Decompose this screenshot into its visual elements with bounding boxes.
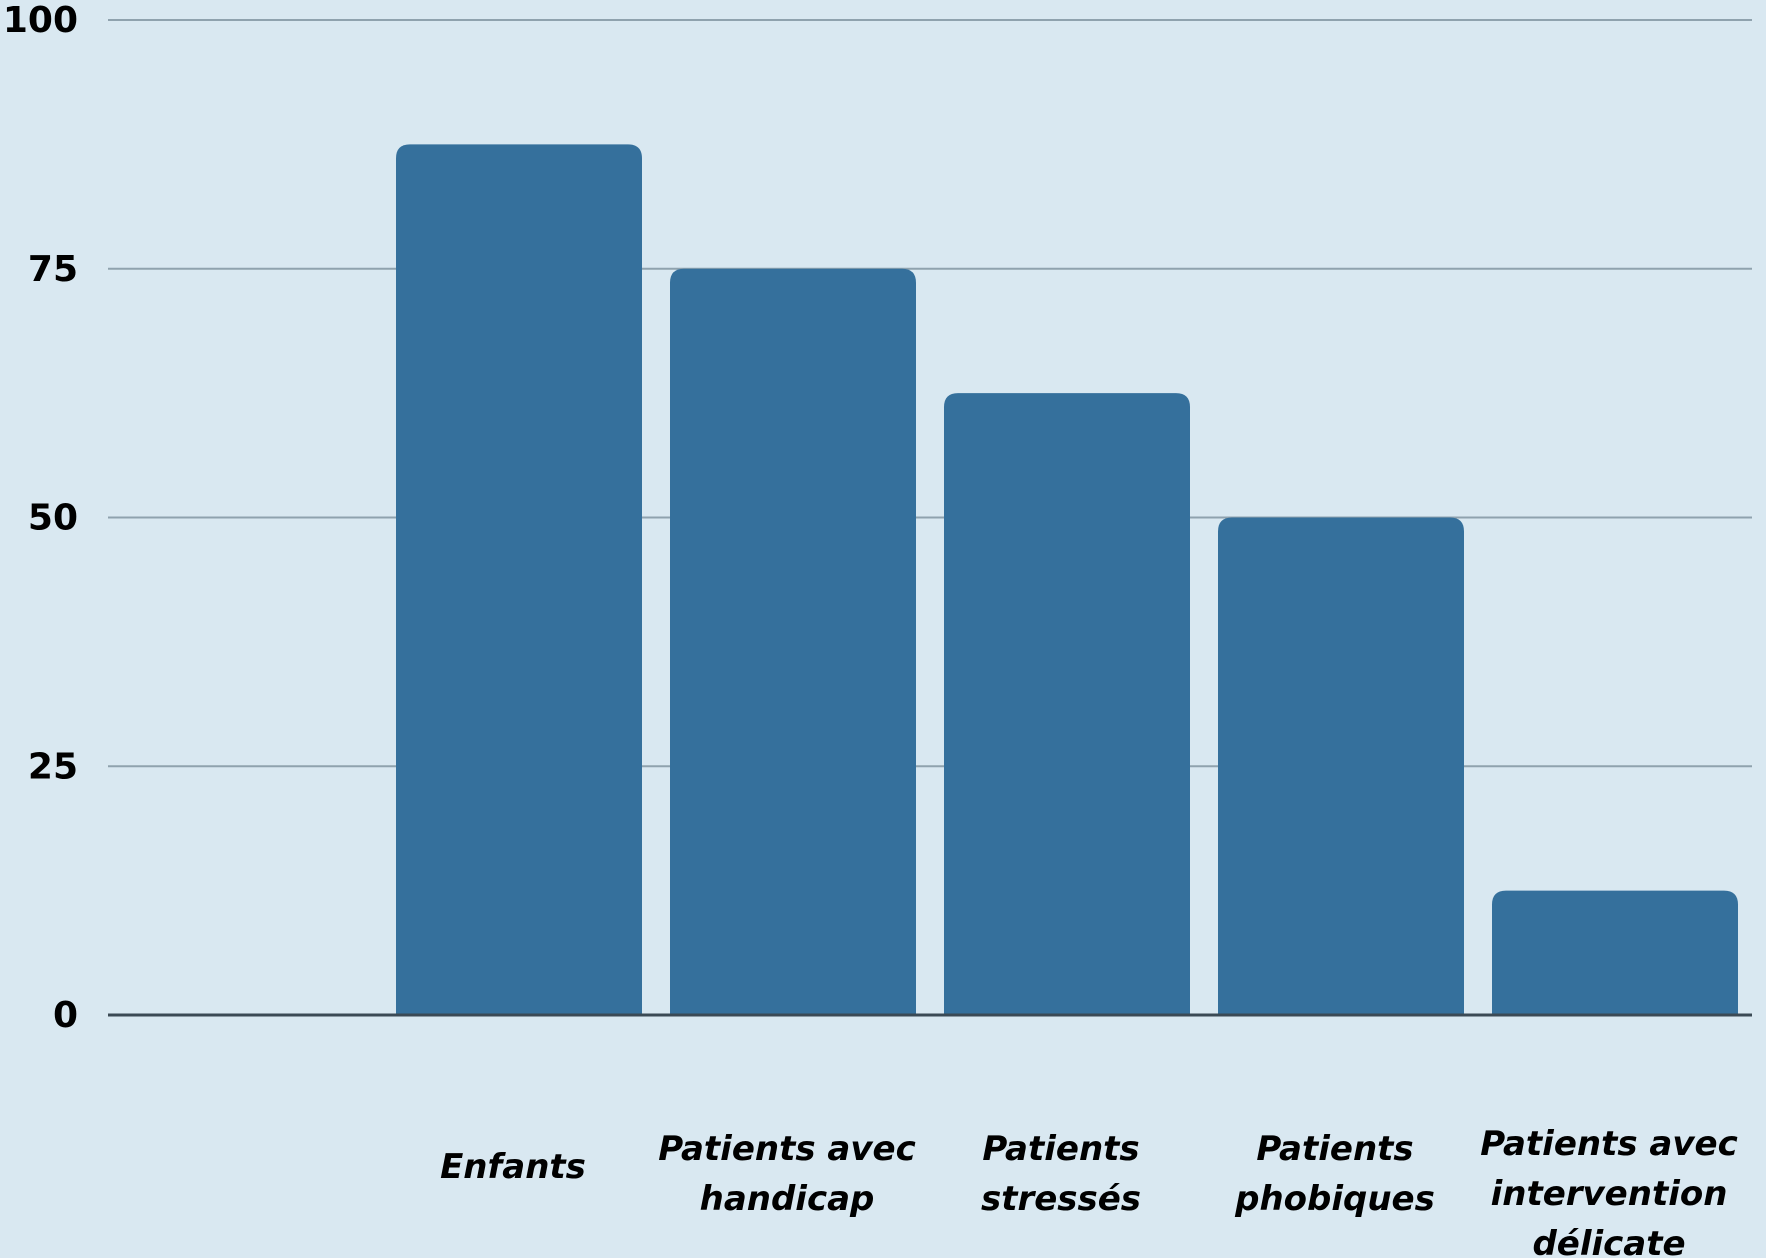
y-tick-labels: 0 25 50 75 100 xyxy=(3,0,78,1036)
bar-5 xyxy=(1492,890,1738,1015)
y-tick-label: 0 xyxy=(53,995,78,1036)
x-tick-label: Patients avec xyxy=(1480,1124,1738,1164)
bar-3 xyxy=(944,393,1190,1015)
x-tick-label: délicate xyxy=(1532,1224,1685,1258)
y-tick-label: 50 xyxy=(28,498,78,539)
y-tick-label: 75 xyxy=(28,249,78,290)
x-tick-label: Patients avec xyxy=(658,1129,916,1169)
x-tick-label: intervention xyxy=(1491,1174,1728,1214)
x-tick-label: stressés xyxy=(981,1179,1141,1219)
bar-4 xyxy=(1218,517,1464,1015)
x-tick-label: phobiques xyxy=(1234,1179,1435,1219)
y-tick-label: 25 xyxy=(28,746,78,787)
x-tick-label: handicap xyxy=(700,1179,875,1219)
bars xyxy=(396,144,1738,1015)
x-tick-label: Patients xyxy=(982,1129,1139,1169)
x-tick-labels: Enfants Patients avec handicap Patients stre… xyxy=(440,1124,1738,1258)
gridlines xyxy=(108,19,1752,768)
bar-1 xyxy=(396,144,642,1015)
x-tick-label: Patients xyxy=(1256,1129,1413,1169)
bar-2 xyxy=(670,268,916,1015)
x-tick-label: Enfants xyxy=(440,1147,586,1187)
y-tick-label: 100 xyxy=(3,0,78,41)
